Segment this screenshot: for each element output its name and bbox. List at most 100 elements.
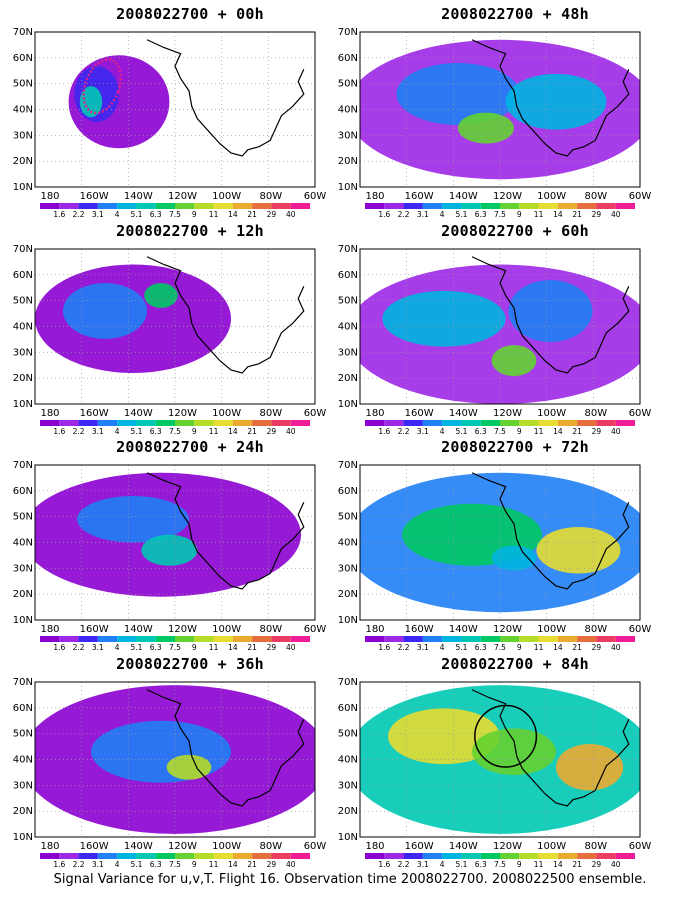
lon-tick-label: 160W	[80, 841, 109, 852]
lon-tick-label: 60W	[629, 841, 652, 852]
colorbar-swatch	[519, 203, 539, 209]
colorbar-swatch	[194, 203, 214, 209]
lon-tick-label: 140W	[449, 191, 478, 202]
colorbar-swatch	[155, 853, 175, 859]
colorbar-label: 3.1	[417, 427, 429, 436]
variance-contour	[91, 720, 231, 783]
colorbar-label: 14	[228, 427, 238, 436]
variance-contour	[458, 112, 514, 144]
colorbar-swatch	[615, 636, 635, 642]
lat-tick-label: 60N	[338, 270, 358, 281]
lat-tick-label: 40N	[338, 538, 358, 549]
lon-tick-label: 120W	[168, 624, 197, 635]
panel-title: 2008022700 + 72h	[441, 438, 589, 456]
colorbar: 1.6 2.2 3.1 4 5.1 6.3 7.5 9 11 14 21 29 40	[40, 203, 310, 219]
colorbar-swatch	[365, 203, 385, 209]
colorbar-swatch	[480, 636, 500, 642]
lat-tick-label: 40N	[13, 755, 33, 766]
colorbar-label: 21	[247, 860, 257, 869]
colorbar-swatch	[596, 420, 616, 426]
lat-tick-label: 10N	[338, 399, 358, 410]
map-frame	[359, 31, 641, 188]
map-panel-72h: 2008022700 + 72h 70N 60N 50N 40N 30N 20N 10N 18…	[338, 438, 680, 652]
variance-map: 70N 60N 50N 40N 30N 20N 10N 180 160W 140W 120W 100W…	[338, 677, 652, 869]
lon-tick-label: 160W	[405, 841, 434, 852]
map-frame	[34, 681, 316, 838]
map-frame	[359, 681, 641, 838]
colorbar-swatch	[175, 420, 195, 426]
colorbar-label: 21	[247, 643, 257, 652]
colorbar-label: 5.1	[455, 643, 467, 652]
lon-tick-label: 80W	[260, 624, 283, 635]
lon-tick-label: 60W	[629, 624, 652, 635]
variance-contour	[505, 73, 607, 130]
coastline	[471, 689, 630, 807]
colorbar-swatch	[596, 636, 616, 642]
colorbar: 1.6 2.2 3.1 4 5.1 6.3 7.5 9 11 14 21 29 40	[365, 636, 635, 652]
variance-field	[35, 32, 315, 187]
lat-tick-label: 20N	[13, 806, 33, 817]
colorbar-label: 40	[286, 643, 296, 652]
variance-map: 70N 60N 50N 40N 30N 20N 10N 180 160W 140W 120W 100W…	[13, 460, 327, 652]
colorbar-swatch	[175, 636, 195, 642]
coastline	[146, 256, 305, 374]
colorbar-swatch	[252, 636, 272, 642]
lat-tick-label: 20N	[13, 373, 33, 384]
colorbar-label: 7.5	[169, 860, 181, 869]
variance-contour	[144, 283, 178, 308]
variance-contour	[491, 345, 537, 377]
colorbar-swatch	[461, 420, 481, 426]
coastline	[146, 472, 305, 590]
colorbar-label: 4	[440, 643, 445, 652]
lon-tick-label: 80W	[260, 408, 283, 419]
colorbar-label: 11	[534, 643, 544, 652]
colorbar-swatch	[213, 853, 233, 859]
coastline	[471, 472, 630, 590]
colorbar-label: 2.2	[398, 643, 410, 652]
colorbar-label: 21	[247, 427, 257, 436]
lon-tick-label: 140W	[124, 624, 153, 635]
variance-map: 70N 60N 50N 40N 30N 20N 10N 180 160W 140W 120W 100W…	[338, 460, 652, 652]
colorbar-swatch	[290, 853, 310, 859]
colorbar-swatch	[557, 420, 578, 426]
lat-tick-label: 60N	[13, 270, 33, 281]
lat-tick-label: 70N	[13, 460, 33, 471]
colorbar-swatch	[403, 636, 423, 642]
colorbar-label: 29	[592, 643, 602, 652]
lon-tick-label: 160W	[80, 624, 109, 635]
colorbar-swatch	[271, 853, 291, 859]
lon-tick-label: 80W	[585, 841, 608, 852]
colorbar-swatch	[97, 636, 118, 642]
colorbar-swatch	[155, 636, 175, 642]
colorbar-label: 6.3	[150, 643, 162, 652]
colorbar-swatch	[194, 853, 214, 859]
colorbar-swatch	[596, 853, 616, 859]
colorbar-swatch	[59, 420, 79, 426]
colorbar-swatch	[194, 636, 214, 642]
lat-tick-label: 30N	[338, 563, 358, 574]
colorbar-label: 3.1	[92, 210, 104, 219]
colorbar-label: 6.3	[475, 210, 487, 219]
lon-tick-label: 80W	[585, 191, 608, 202]
variance-contour	[141, 534, 198, 566]
colorbar: 1.6 2.2 3.1 4 5.1 6.3 7.5 9 11 14 21 29 40	[40, 420, 310, 436]
colorbar-swatch	[78, 420, 98, 426]
colorbar-swatch	[271, 420, 291, 426]
colorbar-label: 5.1	[130, 643, 142, 652]
colorbar-swatch	[271, 636, 291, 642]
colorbar-label: 1.6	[53, 210, 65, 219]
colorbar-swatch	[422, 853, 443, 859]
lat-tick-label: 70N	[338, 27, 358, 38]
lat-tick-label: 50N	[13, 79, 33, 90]
colorbar-swatch	[213, 203, 233, 209]
lat-tick-label: 10N	[13, 615, 33, 626]
lat-tick-label: 30N	[13, 347, 33, 358]
colorbar-swatch	[365, 636, 385, 642]
verification-region-circle	[474, 704, 538, 768]
colorbar-label: 29	[267, 643, 277, 652]
colorbar: 1.6 2.2 3.1 4 5.1 6.3 7.5 9 11 14 21 29 40	[365, 853, 635, 869]
colorbar-label: 1.6	[53, 643, 65, 652]
variance-field	[360, 465, 640, 620]
colorbar-label: 11	[209, 860, 219, 869]
lon-tick-label: 160W	[80, 191, 109, 202]
